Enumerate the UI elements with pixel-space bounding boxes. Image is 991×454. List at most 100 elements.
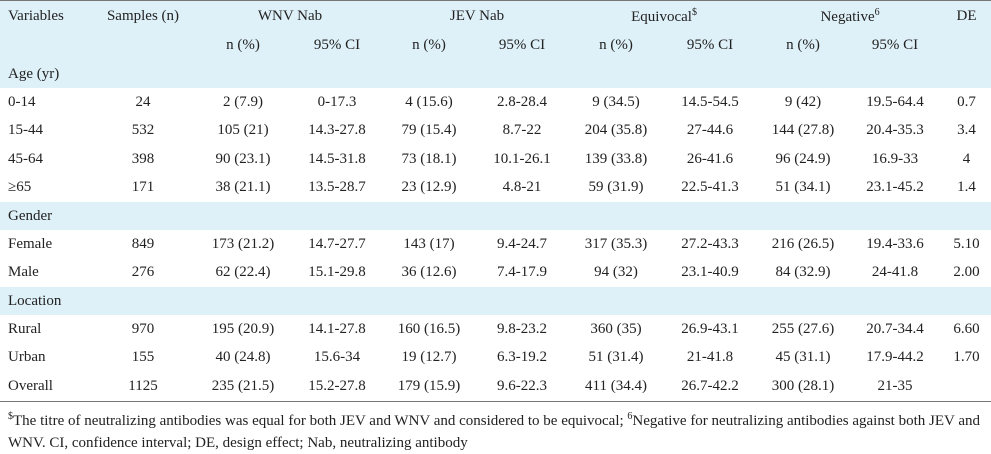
table-cell: 171 [131,179,155,196]
footnote: $The titre of neutralizing antibodies wa… [0,400,991,454]
subheader-ci: 95% CI [662,31,759,60]
row-label: Urban [8,349,46,366]
table-cell: 79 (15.4) [401,122,457,139]
table-cell: 411 (34.4) [585,377,647,394]
table-cell: 970 [131,320,155,337]
row-label: Rural [8,320,42,337]
table-cell: 14.5-31.8 [308,150,366,167]
row-label: 15-44 [8,122,43,139]
table-row: 45-64 398 90 (23.1) 14.5-31.8 73 (18.1) 10.1-… [0,145,991,174]
group-header-equivocal: Equivocal$ [570,0,759,31]
table-cell: 160 (16.5) [397,320,461,337]
table-cell: 105 (21) [217,122,269,139]
table-cell: 14.1-27.8 [308,320,366,337]
table-cell: 90 (23.1) [215,150,271,167]
col-header-samples: Samples (n) [90,0,196,31]
section-row: Age (yr) [0,60,991,88]
table-cell: 14.7-27.7 [308,235,366,252]
table-cell: 23.1-40.9 [681,264,739,281]
table-row: ≥65 171 38 (21.1) 13.5-28.7 23 (12.9) 4.8-21 5… [0,174,991,203]
subheader-ci: 95% CI [474,31,571,60]
table-cell: 13.5-28.7 [308,179,366,196]
table-cell: 155 [131,349,155,366]
table-cell: 45 (31.1) [775,349,831,366]
row-label: 45-64 [8,150,43,167]
row-label: 0-14 [8,93,36,110]
row-label: Female [8,235,53,252]
table-cell: 24 [135,93,151,110]
table-row: Female 849 173 (21.2) 14.7-27.7 143 (17) 9.4-… [0,230,991,259]
table-row: Rural 970 195 (20.9) 14.1-27.8 160 (16.5) 9.8… [0,315,991,344]
section-row: Gender [0,202,991,230]
table-cell: 23 (12.9) [401,179,457,196]
table-cell: 255 (27.6) [771,320,835,337]
table-cell: 62 (22.4) [215,264,271,281]
table-cell: 73 (18.1) [401,150,457,167]
table-cell: 4 [962,150,971,167]
table-cell: 195 (20.9) [211,320,275,337]
table-cell: 204 (35.8) [584,122,648,139]
section-title: Location [0,287,991,315]
table-cell: 40 (24.8) [215,349,271,366]
subheader-ci: 95% CI [290,31,385,60]
table-cell: 19.5-64.4 [866,93,924,110]
table-row: Overall 1125 235 (21.5) 15.2-27.8 179 (15.9)… [0,372,991,401]
table-row: Male 276 62 (22.4) 15.1-29.8 36 (12.6) 7.4-17… [0,259,991,288]
col-header-variables: Variables [0,0,90,31]
table-cell: 14.5-54.5 [681,93,739,110]
table-cell: 2 (7.9) [223,93,263,110]
table-row: 15-44 532 105 (21) 14.3-27.8 79 (15.4) 8.7-22… [0,117,991,146]
table-cell: 15.2-27.8 [308,377,366,394]
table-cell: 51 (34.1) [775,179,831,196]
table-cell: 36 (12.6) [401,264,457,281]
table-cell: 6.3-19.2 [497,349,548,366]
subheader-ci: 95% CI [848,31,943,60]
table-cell: 22.5-41.3 [681,179,739,196]
table-cell: 9 (42) [784,93,822,110]
table-cell: 14.3-27.8 [308,122,366,139]
table-cell: 179 (15.9) [397,377,461,394]
table-cell: 59 (31.9) [588,179,644,196]
table-cell: 7.4-17.9 [497,264,548,281]
table-cell: 8.7-22 [502,122,542,139]
table-cell: 20.4-35.3 [866,122,924,139]
row-label: Male [8,264,39,281]
table-row: 0-14 24 2 (7.9) 0-17.3 4 (15.6) 2.8-28.4 9 (34… [0,88,991,117]
table-cell: 4.8-21 [502,179,542,196]
data-table: Variables Samples (n) WNV Nab JEV Nab Eq… [0,0,991,401]
table-cell: 26.9-43.1 [681,320,739,337]
table-cell: 1.70 [953,349,980,366]
table-cell: 16.9-33 [871,150,919,167]
table-cell: 5.10 [953,235,980,252]
group-header-negative: Negative6 [758,0,943,31]
subheader-n: n (%) [196,31,290,60]
table-cell: 51 (31.4) [588,349,644,366]
table-cell: 10.1-26.1 [493,150,551,167]
table-cell: 38 (21.1) [215,179,271,196]
table-cell: 235 (21.5) [211,377,275,394]
table-cell: 849 [131,235,155,252]
table-cell: 3.4 [957,122,976,139]
table-cell: 20.7-34.4 [866,320,924,337]
table-cell: 9.8-23.2 [497,320,548,337]
table-cell: 173 (21.2) [211,235,275,252]
table-cell: 0.7 [957,93,976,110]
table-cell: 360 (35) [590,320,642,337]
group-header-jev: JEV Nab [384,0,571,31]
header-row-2: n (%) 95% CI n (%) 95% CI n (%) 95% CI n… [0,31,991,60]
table-cell: 27-44.6 [686,122,734,139]
table-cell: 0-17.3 [317,93,357,110]
table-cell: 398 [131,150,155,167]
table-cell: 15.6-34 [313,349,361,366]
table-cell: 84 (32.9) [775,264,831,281]
table-cell: 6.60 [953,320,980,337]
table-cell: 216 (26.5) [771,235,835,252]
table-cell: 300 (28.1) [771,377,835,394]
header-row-1: Variables Samples (n) WNV Nab JEV Nab Eq… [0,0,991,31]
table-cell: 96 (24.9) [775,150,831,167]
table-cell: 27.2-43.3 [681,235,739,252]
table-cell: 139 (33.8) [584,150,648,167]
table-cell: 2.00 [953,264,980,281]
table-cell: 21-41.8 [686,349,734,366]
